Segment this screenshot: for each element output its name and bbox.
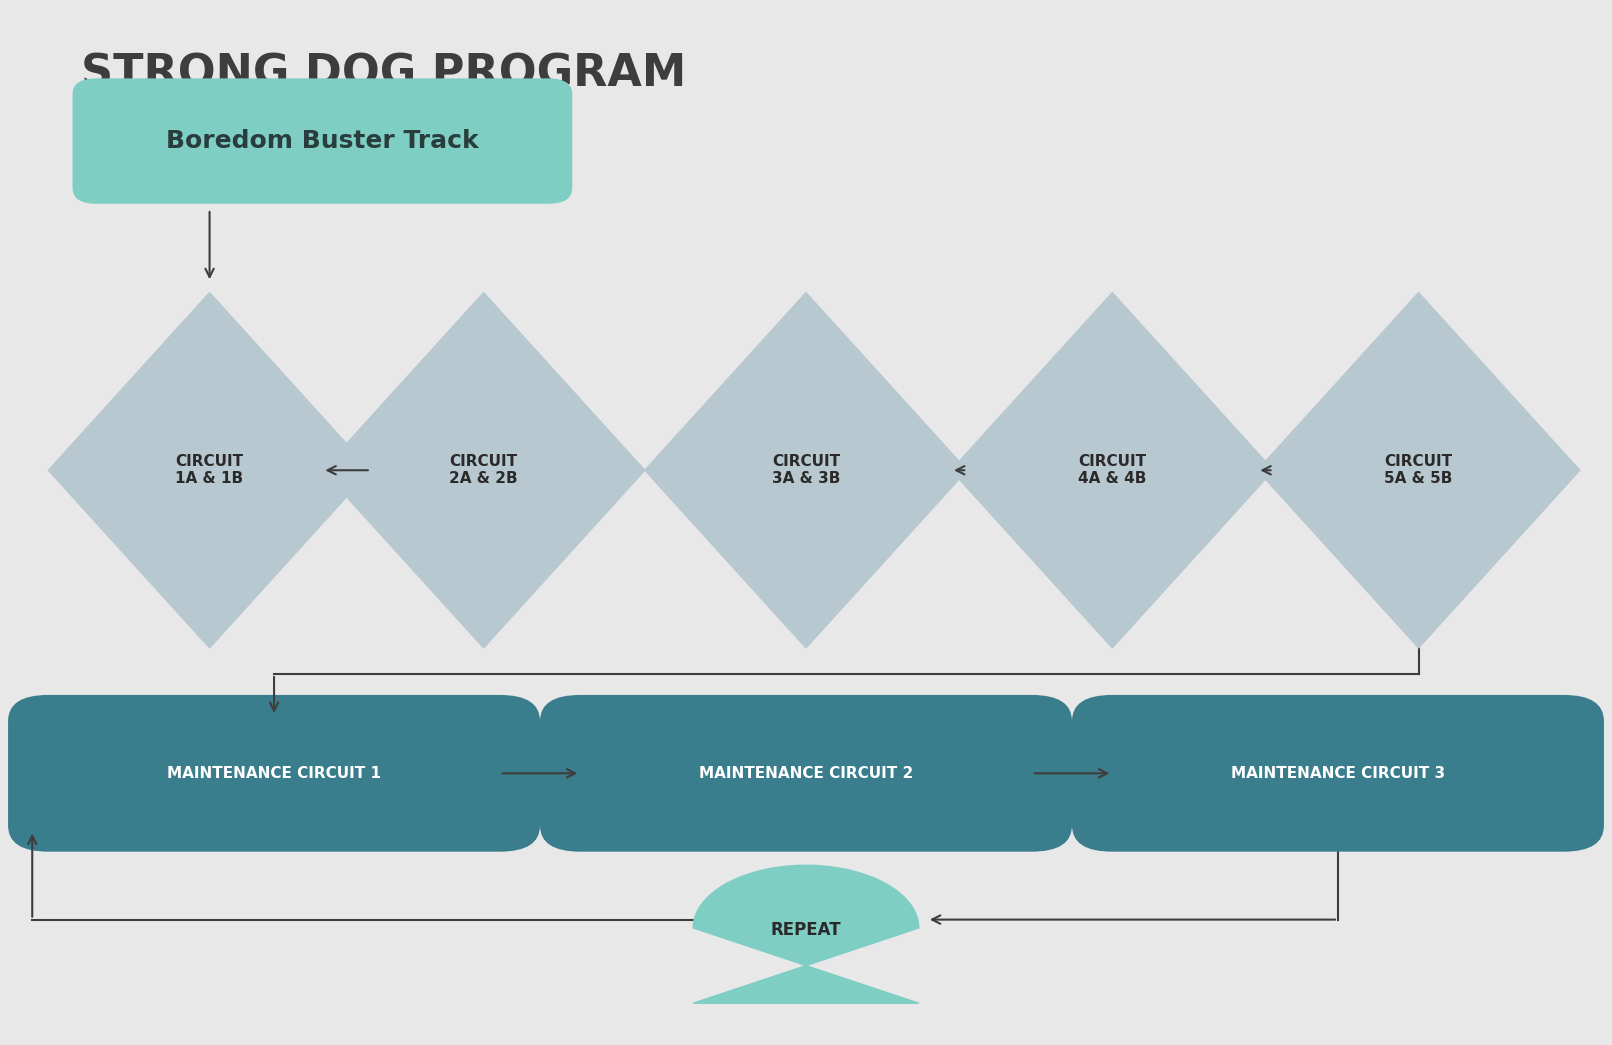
Polygon shape [951,293,1273,648]
Polygon shape [322,293,645,648]
Text: STRONG DOG PROGRAM: STRONG DOG PROGRAM [81,52,685,95]
Text: CIRCUIT
5A & 5B: CIRCUIT 5A & 5B [1385,454,1452,487]
Polygon shape [48,293,371,648]
Text: MAINTENANCE CIRCUIT 1: MAINTENANCE CIRCUIT 1 [168,766,380,781]
Text: CIRCUIT
4A & 4B: CIRCUIT 4A & 4B [1078,454,1146,487]
FancyBboxPatch shape [1072,695,1604,852]
Text: CIRCUIT
2A & 2B: CIRCUIT 2A & 2B [450,454,517,487]
Polygon shape [645,293,967,648]
FancyBboxPatch shape [73,78,572,204]
Polygon shape [1257,293,1580,648]
Text: CIRCUIT
3A & 3B: CIRCUIT 3A & 3B [772,454,840,487]
Polygon shape [693,865,919,1003]
FancyBboxPatch shape [8,695,540,852]
Text: MAINTENANCE CIRCUIT 3: MAINTENANCE CIRCUIT 3 [1232,766,1444,781]
Text: Boredom Buster Track: Boredom Buster Track [166,130,479,153]
Text: MAINTENANCE CIRCUIT 2: MAINTENANCE CIRCUIT 2 [700,766,912,781]
FancyBboxPatch shape [540,695,1072,852]
Text: REPEAT: REPEAT [771,921,841,939]
Text: CIRCUIT
1A & 1B: CIRCUIT 1A & 1B [176,454,243,487]
